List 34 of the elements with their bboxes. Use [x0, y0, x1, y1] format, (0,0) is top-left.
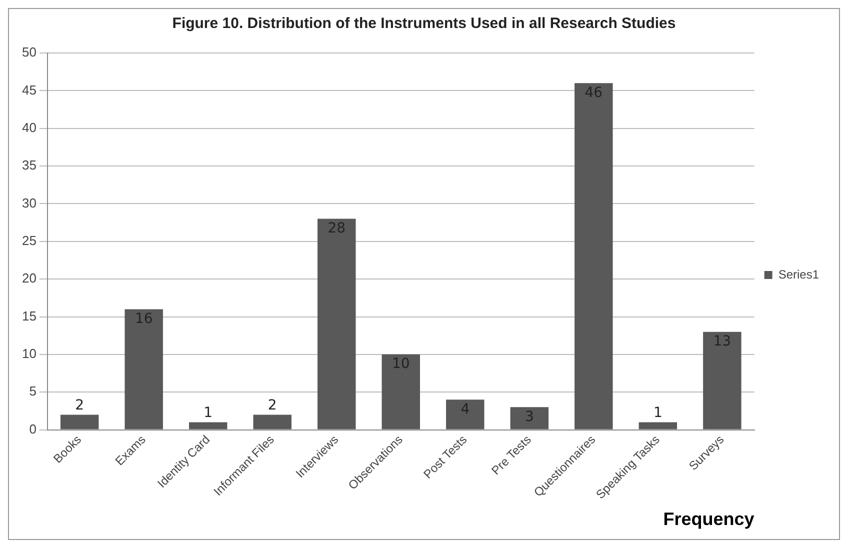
data-label: 1	[653, 404, 662, 421]
y-tick-label: 0	[29, 421, 36, 436]
y-tick-label: 5	[29, 384, 36, 399]
y-tick-label: 15	[22, 308, 36, 324]
bar	[510, 407, 549, 430]
data-label: 4	[460, 401, 470, 418]
y-tick-label: 40	[22, 120, 36, 135]
bar	[446, 400, 484, 430]
data-label: 2	[75, 397, 84, 414]
y-tick-label: 50	[22, 44, 36, 60]
bar	[124, 309, 163, 430]
data-label: 46	[584, 84, 603, 101]
x-axis-title: Frequency	[663, 509, 754, 530]
y-tick-label: 35	[22, 158, 36, 173]
bar	[638, 422, 678, 430]
data-label: 2	[268, 397, 277, 414]
legend-label: Series1	[778, 267, 820, 282]
data-label: 1	[204, 404, 213, 421]
bar	[60, 414, 99, 430]
data-label: 28	[328, 220, 346, 236]
bar	[574, 83, 613, 430]
bar	[253, 414, 292, 430]
y-tick-label: 45	[22, 82, 36, 98]
bar	[318, 218, 356, 430]
data-label: 16	[134, 310, 153, 327]
bar	[382, 354, 420, 430]
y-tick-label: 30	[22, 195, 36, 210]
y-tick-label: 20	[22, 270, 36, 286]
y-tick-label: 10	[22, 346, 36, 362]
chart-title: Figure 10. Distribution of the Instruments Used in all Research Studies	[172, 15, 676, 32]
bar	[703, 332, 742, 430]
y-tick-label: 25	[22, 232, 36, 248]
bar	[188, 422, 228, 430]
data-label: 10	[392, 356, 410, 372]
